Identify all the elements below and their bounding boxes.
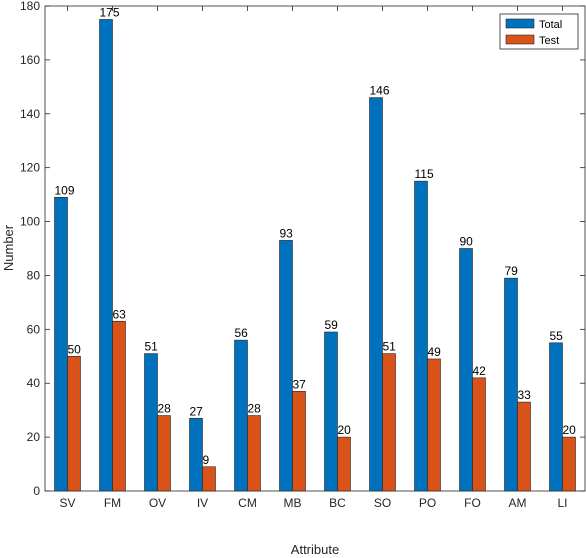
y-axis-label: Number [1, 224, 16, 271]
x-tick-label: OV [149, 496, 166, 510]
x-tick-label: BC [329, 496, 346, 510]
bar-total [279, 240, 293, 492]
bar-test [292, 391, 306, 492]
y-tick-label: 80 [27, 268, 41, 282]
bar-test [247, 415, 261, 492]
data-label-total: 56 [235, 326, 249, 340]
data-label-test: 42 [473, 364, 487, 378]
x-tick-label: PO [419, 496, 436, 510]
x-tick-label: MB [284, 496, 302, 510]
y-tick-label: 0 [33, 484, 40, 498]
data-label-test: 20 [338, 423, 352, 437]
data-label-total: 175 [100, 5, 120, 19]
y-tick-label: 60 [27, 322, 41, 336]
bar-test [157, 415, 171, 492]
bar-total [369, 97, 383, 492]
y-tick-label: 100 [20, 215, 40, 229]
y-tick-label: 20 [27, 430, 41, 444]
data-label-total: 27 [190, 404, 204, 418]
bar-total [54, 197, 68, 492]
legend-swatch-test [505, 34, 535, 45]
y-tick-label: 140 [20, 107, 40, 121]
bar-test [562, 436, 576, 492]
data-label-total: 93 [280, 226, 294, 240]
x-tick-label: AM [509, 496, 527, 510]
data-label-test: 49 [428, 345, 442, 359]
bar-total [549, 342, 563, 492]
bar-test [202, 466, 216, 492]
x-tick-label: FM [104, 496, 121, 510]
legend-label-test: Test [539, 35, 559, 47]
y-tick-label: 160 [20, 53, 40, 67]
y-axis: 0 20 40 60 80 100 120 140 160 180 [20, 0, 585, 498]
bars [54, 19, 576, 492]
bar-test [337, 436, 351, 492]
plot-area [44, 5, 586, 492]
bar-total [459, 248, 473, 492]
bar-total [234, 339, 248, 492]
bar-test [472, 377, 486, 492]
bar-total [414, 180, 428, 492]
y-tick-label: 180 [20, 0, 40, 13]
data-label-test: 28 [248, 402, 262, 416]
bar-total [99, 19, 113, 492]
data-labels: 109 50 175 63 51 28 27 9 56 28 93 37 59 20 146 51 115 49 9… [55, 5, 577, 466]
data-label-test: 33 [518, 388, 532, 402]
bar-test [112, 320, 126, 492]
data-label-total: 115 [415, 167, 434, 181]
x-tick-label: SO [374, 496, 391, 510]
data-label-total: 90 [460, 235, 474, 249]
bar-total [144, 353, 158, 492]
data-label-test: 50 [68, 342, 82, 356]
x-tick-label: IV [197, 496, 208, 510]
data-label-total: 146 [370, 84, 390, 98]
data-label-total: 51 [145, 340, 159, 354]
data-label-total: 79 [505, 264, 519, 278]
data-label-test: 37 [293, 377, 307, 391]
y-tick-label: 120 [20, 161, 40, 175]
x-tick-label: SV [59, 496, 75, 510]
bar-test [382, 353, 396, 492]
x-tick-label: FO [464, 496, 481, 510]
data-label-test: 20 [563, 423, 577, 437]
x-tick-label: LI [557, 496, 567, 510]
data-label-total: 109 [55, 183, 75, 197]
x-tick-label: CM [238, 496, 257, 510]
bar-total [504, 277, 518, 492]
data-label-total: 55 [550, 329, 564, 343]
legend: Total Test [499, 13, 579, 50]
bar-test [427, 358, 441, 492]
data-label-test: 63 [113, 307, 127, 321]
bar-test [517, 401, 531, 492]
x-axis-label: Attribute [291, 542, 339, 557]
bar-total [324, 331, 338, 492]
legend-swatch-total [505, 18, 535, 29]
data-label-total: 59 [325, 318, 339, 332]
data-label-test: 28 [158, 402, 172, 416]
legend-label-total: Total [539, 19, 562, 31]
bar-total [189, 417, 203, 492]
data-label-test: 51 [383, 340, 397, 354]
bar-test [67, 355, 81, 492]
data-label-test: 9 [203, 453, 210, 467]
y-tick-label: 40 [27, 376, 41, 390]
